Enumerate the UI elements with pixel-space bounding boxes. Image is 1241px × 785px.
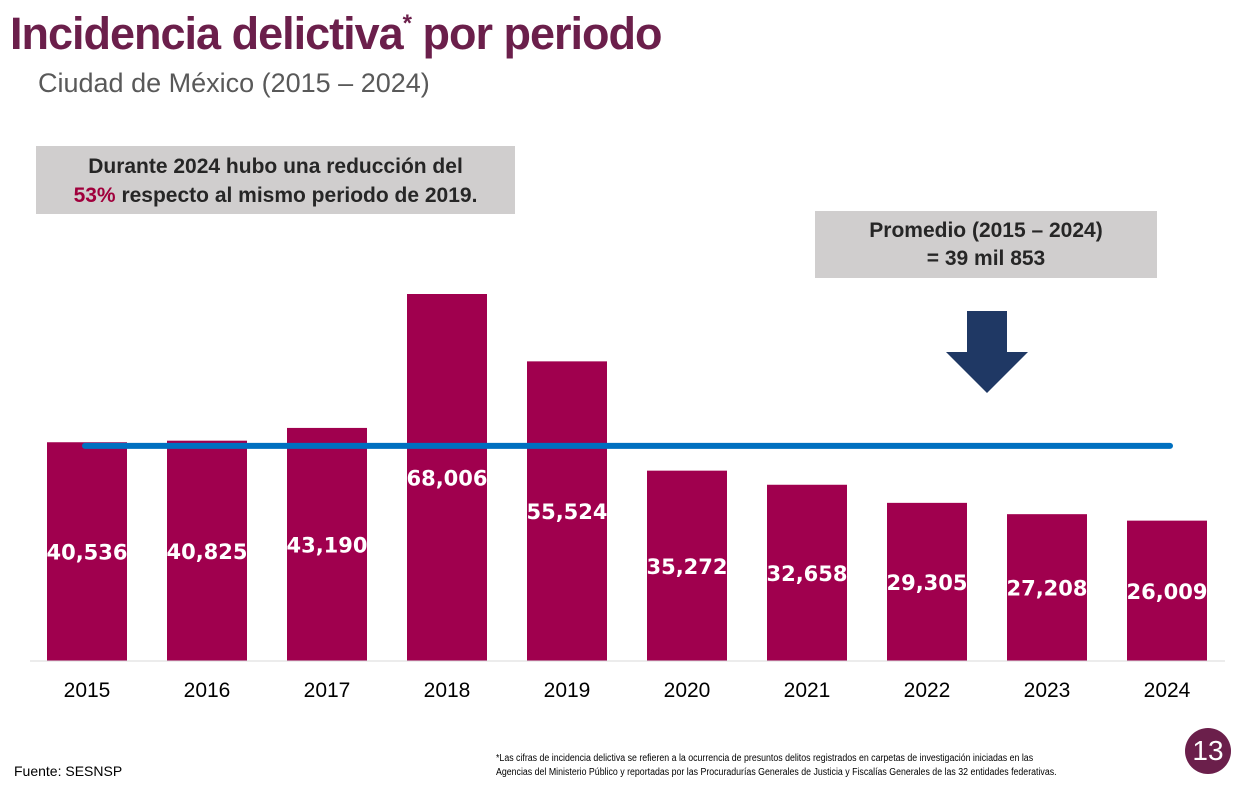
- x-tick-2020: 2020: [664, 679, 711, 702]
- footnote-line2: Agencias del Ministerio Público y report…: [496, 767, 1057, 778]
- footnote: *Las cifras de incidencia delictiva se r…: [496, 752, 1057, 780]
- average-line2: = 39 mil 853: [926, 247, 1046, 270]
- bar-2019: [527, 361, 607, 661]
- x-tick-2021: 2021: [784, 679, 831, 702]
- title-asterisk: *: [402, 10, 412, 37]
- footnote-line1: *Las cifras de incidencia delictiva se r…: [496, 753, 1034, 764]
- data-label-2015: 40,536: [46, 541, 127, 565]
- data-label-2023: 27,208: [1006, 577, 1087, 601]
- x-tick-2016: 2016: [184, 679, 231, 702]
- source-note: Fuente: SESNSP: [14, 763, 123, 779]
- title-text: Incidencia delictiva: [10, 8, 404, 59]
- reduction-callout: Durante 2024 hubo una reducción del 53% …: [36, 146, 515, 214]
- average-callout: Promedio (2015 – 2024) = 39 mil 853: [815, 211, 1157, 278]
- x-tick-2024: 2024: [1144, 679, 1191, 702]
- x-tick-2018: 2018: [424, 679, 471, 702]
- bar-2016: [167, 440, 247, 661]
- data-label-2017: 43,190: [286, 533, 367, 557]
- data-label-2024: 26,009: [1126, 580, 1207, 604]
- data-label-2016: 40,825: [166, 540, 247, 564]
- bar-2015: [47, 442, 127, 661]
- data-label-2019: 55,524: [526, 500, 607, 524]
- bar-2021: [767, 484, 847, 661]
- x-tick-2015: 2015: [64, 679, 111, 702]
- data-label-2018: 68,006: [406, 467, 487, 491]
- bar-2023: [1007, 514, 1087, 661]
- x-tick-2022: 2022: [904, 679, 951, 702]
- average-line1: Promedio (2015 – 2024): [869, 219, 1103, 242]
- bar-2024: [1127, 520, 1207, 661]
- callout-line1: Durante 2024 hubo una reducción del: [88, 155, 463, 178]
- page-number: 13: [1185, 728, 1231, 774]
- callout-percent: 53%: [73, 184, 116, 207]
- bar-2020: [647, 470, 727, 661]
- callout-line2-text: respecto al mismo periodo de 2019.: [115, 184, 478, 207]
- bar-2017: [287, 427, 367, 661]
- bar-2022: [887, 502, 967, 661]
- x-tick-2017: 2017: [304, 679, 351, 702]
- page-subtitle: Ciudad de México (2015 – 2024): [38, 68, 430, 98]
- data-label-2022: 29,305: [886, 571, 967, 595]
- callout-line2: 53% respecto al mismo periodo de 2019.: [36, 181, 515, 210]
- down-arrow-icon: [946, 311, 1028, 393]
- page-title: Incidencia delictiva* por periodo: [10, 8, 663, 60]
- title-rest: por periodo: [411, 8, 663, 59]
- bar-2018: [407, 294, 487, 661]
- x-tick-2023: 2023: [1024, 679, 1071, 702]
- x-tick-2019: 2019: [544, 679, 591, 702]
- data-label-2020: 35,272: [646, 555, 727, 579]
- data-label-2021: 32,658: [766, 562, 847, 586]
